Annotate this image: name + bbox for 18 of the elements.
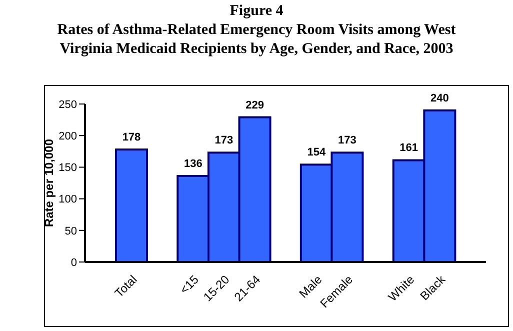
data-label: 178 xyxy=(122,132,141,144)
y-tick-label: 150 xyxy=(58,162,77,174)
chart-subtitle: Rates of Asthma-Related Emergency Room Visits among West Virginia Medicaid Recipients by Age, Gender, and Race, 2003 xyxy=(56,21,457,59)
chart-title: Figure 4 xyxy=(228,2,284,21)
data-label: 173 xyxy=(214,134,234,147)
bar xyxy=(115,148,148,262)
y-tick-label: 0 xyxy=(70,256,77,269)
data-label: 240 xyxy=(430,92,449,104)
data-label: 173 xyxy=(338,134,356,147)
data-label: 161 xyxy=(400,142,418,154)
data-label: 154 xyxy=(307,146,326,159)
y-tick-label: 50 xyxy=(64,225,77,238)
x-tick-label: <15 xyxy=(177,272,202,297)
y-tick-label: 100 xyxy=(58,194,77,206)
data-label: 136 xyxy=(184,158,202,170)
y-tick-label: 250 xyxy=(58,98,77,111)
data-label: 229 xyxy=(246,99,264,112)
y-tick-label: 200 xyxy=(58,130,77,143)
